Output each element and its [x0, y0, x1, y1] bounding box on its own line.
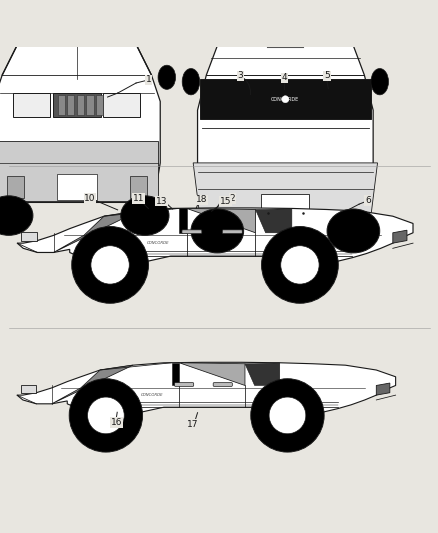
Polygon shape	[178, 208, 187, 233]
Text: 5: 5	[323, 71, 329, 80]
Text: 11: 11	[132, 194, 144, 203]
Polygon shape	[199, 79, 370, 119]
Circle shape	[91, 246, 129, 284]
Polygon shape	[171, 363, 179, 385]
Text: 3: 3	[237, 71, 243, 80]
Text: 2: 2	[230, 194, 235, 203]
Polygon shape	[77, 95, 84, 115]
Polygon shape	[392, 230, 406, 243]
Ellipse shape	[158, 65, 175, 90]
Circle shape	[87, 397, 124, 434]
Polygon shape	[197, 18, 372, 215]
Polygon shape	[7, 176, 24, 198]
Polygon shape	[53, 211, 138, 253]
Text: 4: 4	[281, 73, 286, 82]
Polygon shape	[179, 363, 244, 385]
Polygon shape	[57, 174, 96, 200]
Polygon shape	[96, 95, 103, 115]
Ellipse shape	[370, 69, 388, 95]
Text: 1: 1	[145, 76, 151, 84]
Text: 6: 6	[364, 196, 370, 205]
Circle shape	[268, 397, 305, 434]
Text: CONCORDE: CONCORDE	[271, 97, 299, 102]
Polygon shape	[20, 18, 134, 40]
Polygon shape	[187, 208, 255, 233]
Circle shape	[281, 96, 288, 103]
Polygon shape	[104, 208, 178, 216]
Ellipse shape	[0, 196, 33, 236]
Circle shape	[280, 246, 318, 284]
FancyBboxPatch shape	[213, 383, 232, 386]
Text: 17: 17	[187, 419, 198, 429]
Circle shape	[261, 227, 338, 303]
Polygon shape	[244, 363, 279, 385]
FancyBboxPatch shape	[222, 230, 242, 233]
Polygon shape	[67, 95, 74, 115]
Polygon shape	[21, 384, 36, 393]
Polygon shape	[13, 93, 50, 117]
FancyBboxPatch shape	[181, 230, 201, 233]
Polygon shape	[17, 362, 395, 417]
Polygon shape	[103, 93, 140, 117]
Ellipse shape	[120, 196, 169, 236]
Polygon shape	[261, 193, 309, 213]
Text: 10: 10	[84, 194, 95, 203]
Polygon shape	[255, 208, 291, 233]
Text: 15: 15	[219, 197, 230, 206]
Polygon shape	[57, 95, 64, 115]
Polygon shape	[0, 18, 160, 203]
Polygon shape	[219, 18, 350, 40]
Polygon shape	[375, 383, 389, 395]
Text: CONCORDE: CONCORDE	[141, 393, 163, 397]
FancyBboxPatch shape	[174, 383, 193, 386]
Polygon shape	[21, 232, 37, 240]
Polygon shape	[52, 365, 133, 404]
Text: 18: 18	[196, 195, 207, 204]
Polygon shape	[100, 363, 171, 370]
Circle shape	[250, 379, 323, 452]
Polygon shape	[53, 93, 101, 117]
Ellipse shape	[182, 69, 199, 95]
Polygon shape	[129, 176, 147, 198]
Ellipse shape	[191, 209, 243, 253]
Circle shape	[71, 227, 148, 303]
Text: 13: 13	[155, 197, 167, 206]
Polygon shape	[193, 163, 377, 215]
Polygon shape	[0, 141, 158, 203]
Polygon shape	[86, 95, 93, 115]
Ellipse shape	[326, 209, 379, 253]
Text: CONCORDE: CONCORDE	[147, 241, 170, 245]
Circle shape	[69, 379, 142, 452]
Text: 16: 16	[110, 418, 122, 427]
Polygon shape	[17, 208, 412, 266]
